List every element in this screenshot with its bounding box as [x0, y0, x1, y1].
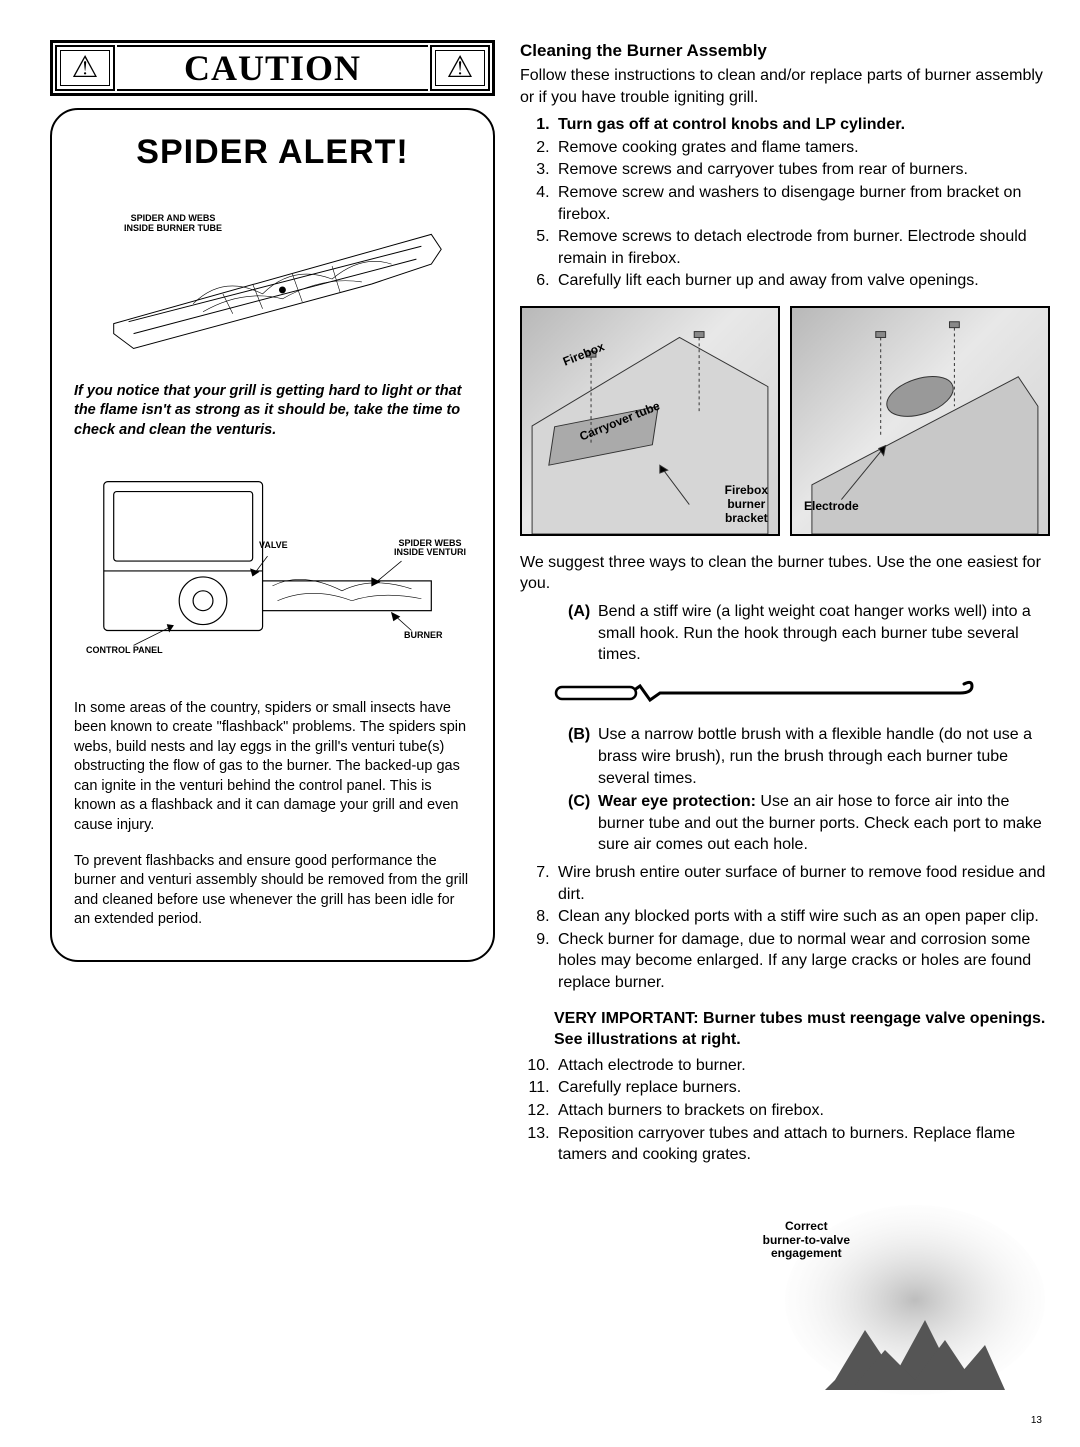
label-valve: VALVE — [259, 541, 288, 551]
diagram1-label: SPIDER AND WEBS INSIDE BURNER TUBE — [124, 214, 222, 234]
figure-row: Firebox Carryover tube Firebox burner br… — [520, 306, 1050, 536]
step-10: Attach electrode to burner. — [554, 1055, 1050, 1077]
warning-triangle-icon: ⚠ — [72, 53, 99, 83]
caution-header: ⚠ CAUTION ⚠ — [50, 40, 495, 96]
page-number: 13 — [50, 1414, 1050, 1428]
spider-alert-title: SPIDER ALERT! — [74, 130, 471, 176]
left-column: ⚠ CAUTION ⚠ SPIDER ALERT! — [50, 40, 495, 1410]
method-b-text: Use a narrow bottle brush with a flexibl… — [598, 724, 1050, 789]
letter-list: (A) Bend a stiff wire (a light weight co… — [520, 601, 1050, 666]
warning-icon-right: ⚠ — [430, 45, 490, 91]
italic-warning-paragraph: If you notice that your grill is getting… — [74, 382, 471, 441]
method-a: (A) Bend a stiff wire (a light weight co… — [568, 601, 1050, 666]
caution-title: CAUTION — [117, 45, 428, 91]
section-heading: Cleaning the Burner Assembly — [520, 40, 1050, 63]
step-11: Carefully replace burners. — [554, 1077, 1050, 1099]
label-bracket: Firebox burner bracket — [725, 484, 768, 525]
step-9: Check burner for damage, due to normal w… — [554, 929, 1050, 994]
method-c-text: Wear eye protection: Use an air hose to … — [598, 791, 1050, 856]
warning-triangle-icon: ⚠ — [447, 53, 474, 83]
suggest-paragraph: We suggest three ways to clean the burne… — [520, 552, 1050, 595]
step-8: Clean any blocked ports with a stiff wir… — [554, 906, 1050, 928]
step-2: Remove cooking grates and flame tamers. — [554, 137, 1050, 159]
engagement-label: Correct burner-to-valve engagement — [763, 1220, 850, 1261]
very-important-note: VERY IMPORTANT: Burner tubes must reenga… — [520, 1008, 1050, 1051]
steps-list-7-9: Wire brush entire outer surface of burne… — [520, 862, 1050, 994]
warning-icon-left: ⚠ — [55, 45, 115, 91]
letter-list-bc: (B) Use a narrow bottle brush with a fle… — [520, 724, 1050, 856]
label-burner: BURNER — [404, 631, 443, 641]
wire-hook-illustration — [550, 678, 980, 708]
step-13: Reposition carryover tubes and attach to… — [554, 1123, 1050, 1166]
step-3: Remove screws and carryover tubes from r… — [554, 159, 1050, 181]
figure-electrode: Electrode — [790, 306, 1050, 536]
method-a-text: Bend a stiff wire (a light weight coat h… — [598, 601, 1050, 666]
step-1: Turn gas off at control knobs and LP cyl… — [554, 114, 1050, 136]
spider-alert-box: SPIDER ALERT! SPIDER AND WEBS INSIDE BUR — [50, 108, 495, 962]
method-b: (B) Use a narrow bottle brush with a fle… — [568, 724, 1050, 789]
method-c: (C) Wear eye protection: Use an air hose… — [568, 791, 1050, 856]
prevention-paragraph: To prevent flashbacks and ensure good pe… — [74, 852, 471, 930]
right-column: Cleaning the Burner Assembly Follow thes… — [520, 40, 1050, 1410]
burner-valve-figure: Correct burner-to-valve engagement — [520, 1180, 1050, 1410]
page: ⚠ CAUTION ⚠ SPIDER ALERT! — [50, 40, 1050, 1410]
figure-firebox-bracket: Firebox Carryover tube Firebox burner br… — [520, 306, 780, 536]
steps-list-10-13: Attach electrode to burner. Carefully re… — [520, 1055, 1050, 1166]
step-4: Remove screw and washers to disengage bu… — [554, 182, 1050, 225]
step-7: Wire brush entire outer surface of burne… — [554, 862, 1050, 905]
flashback-paragraph: In some areas of the country, spiders or… — [74, 699, 471, 836]
step-6: Carefully lift each burner up and away f… — [554, 270, 1050, 292]
intro-text: Follow these instructions to clean and/o… — [520, 65, 1050, 108]
step-12: Attach burners to brackets on firebox. — [554, 1100, 1050, 1122]
label-control-panel: CONTROL PANEL — [86, 646, 163, 656]
label-spider-webs: SPIDER WEBS INSIDE VENTURI — [394, 539, 466, 559]
steps-list-1-6: Turn gas off at control knobs and LP cyl… — [520, 114, 1050, 292]
label-electrode: Electrode — [804, 500, 859, 514]
venturi-diagram: CONTROL PANEL VALVE SPIDER WEBS INSIDE V… — [74, 451, 471, 681]
step-5: Remove screws to detach electrode from b… — [554, 226, 1050, 269]
burner-tube-diagram: SPIDER AND WEBS INSIDE BURNER TUBE — [74, 194, 471, 364]
